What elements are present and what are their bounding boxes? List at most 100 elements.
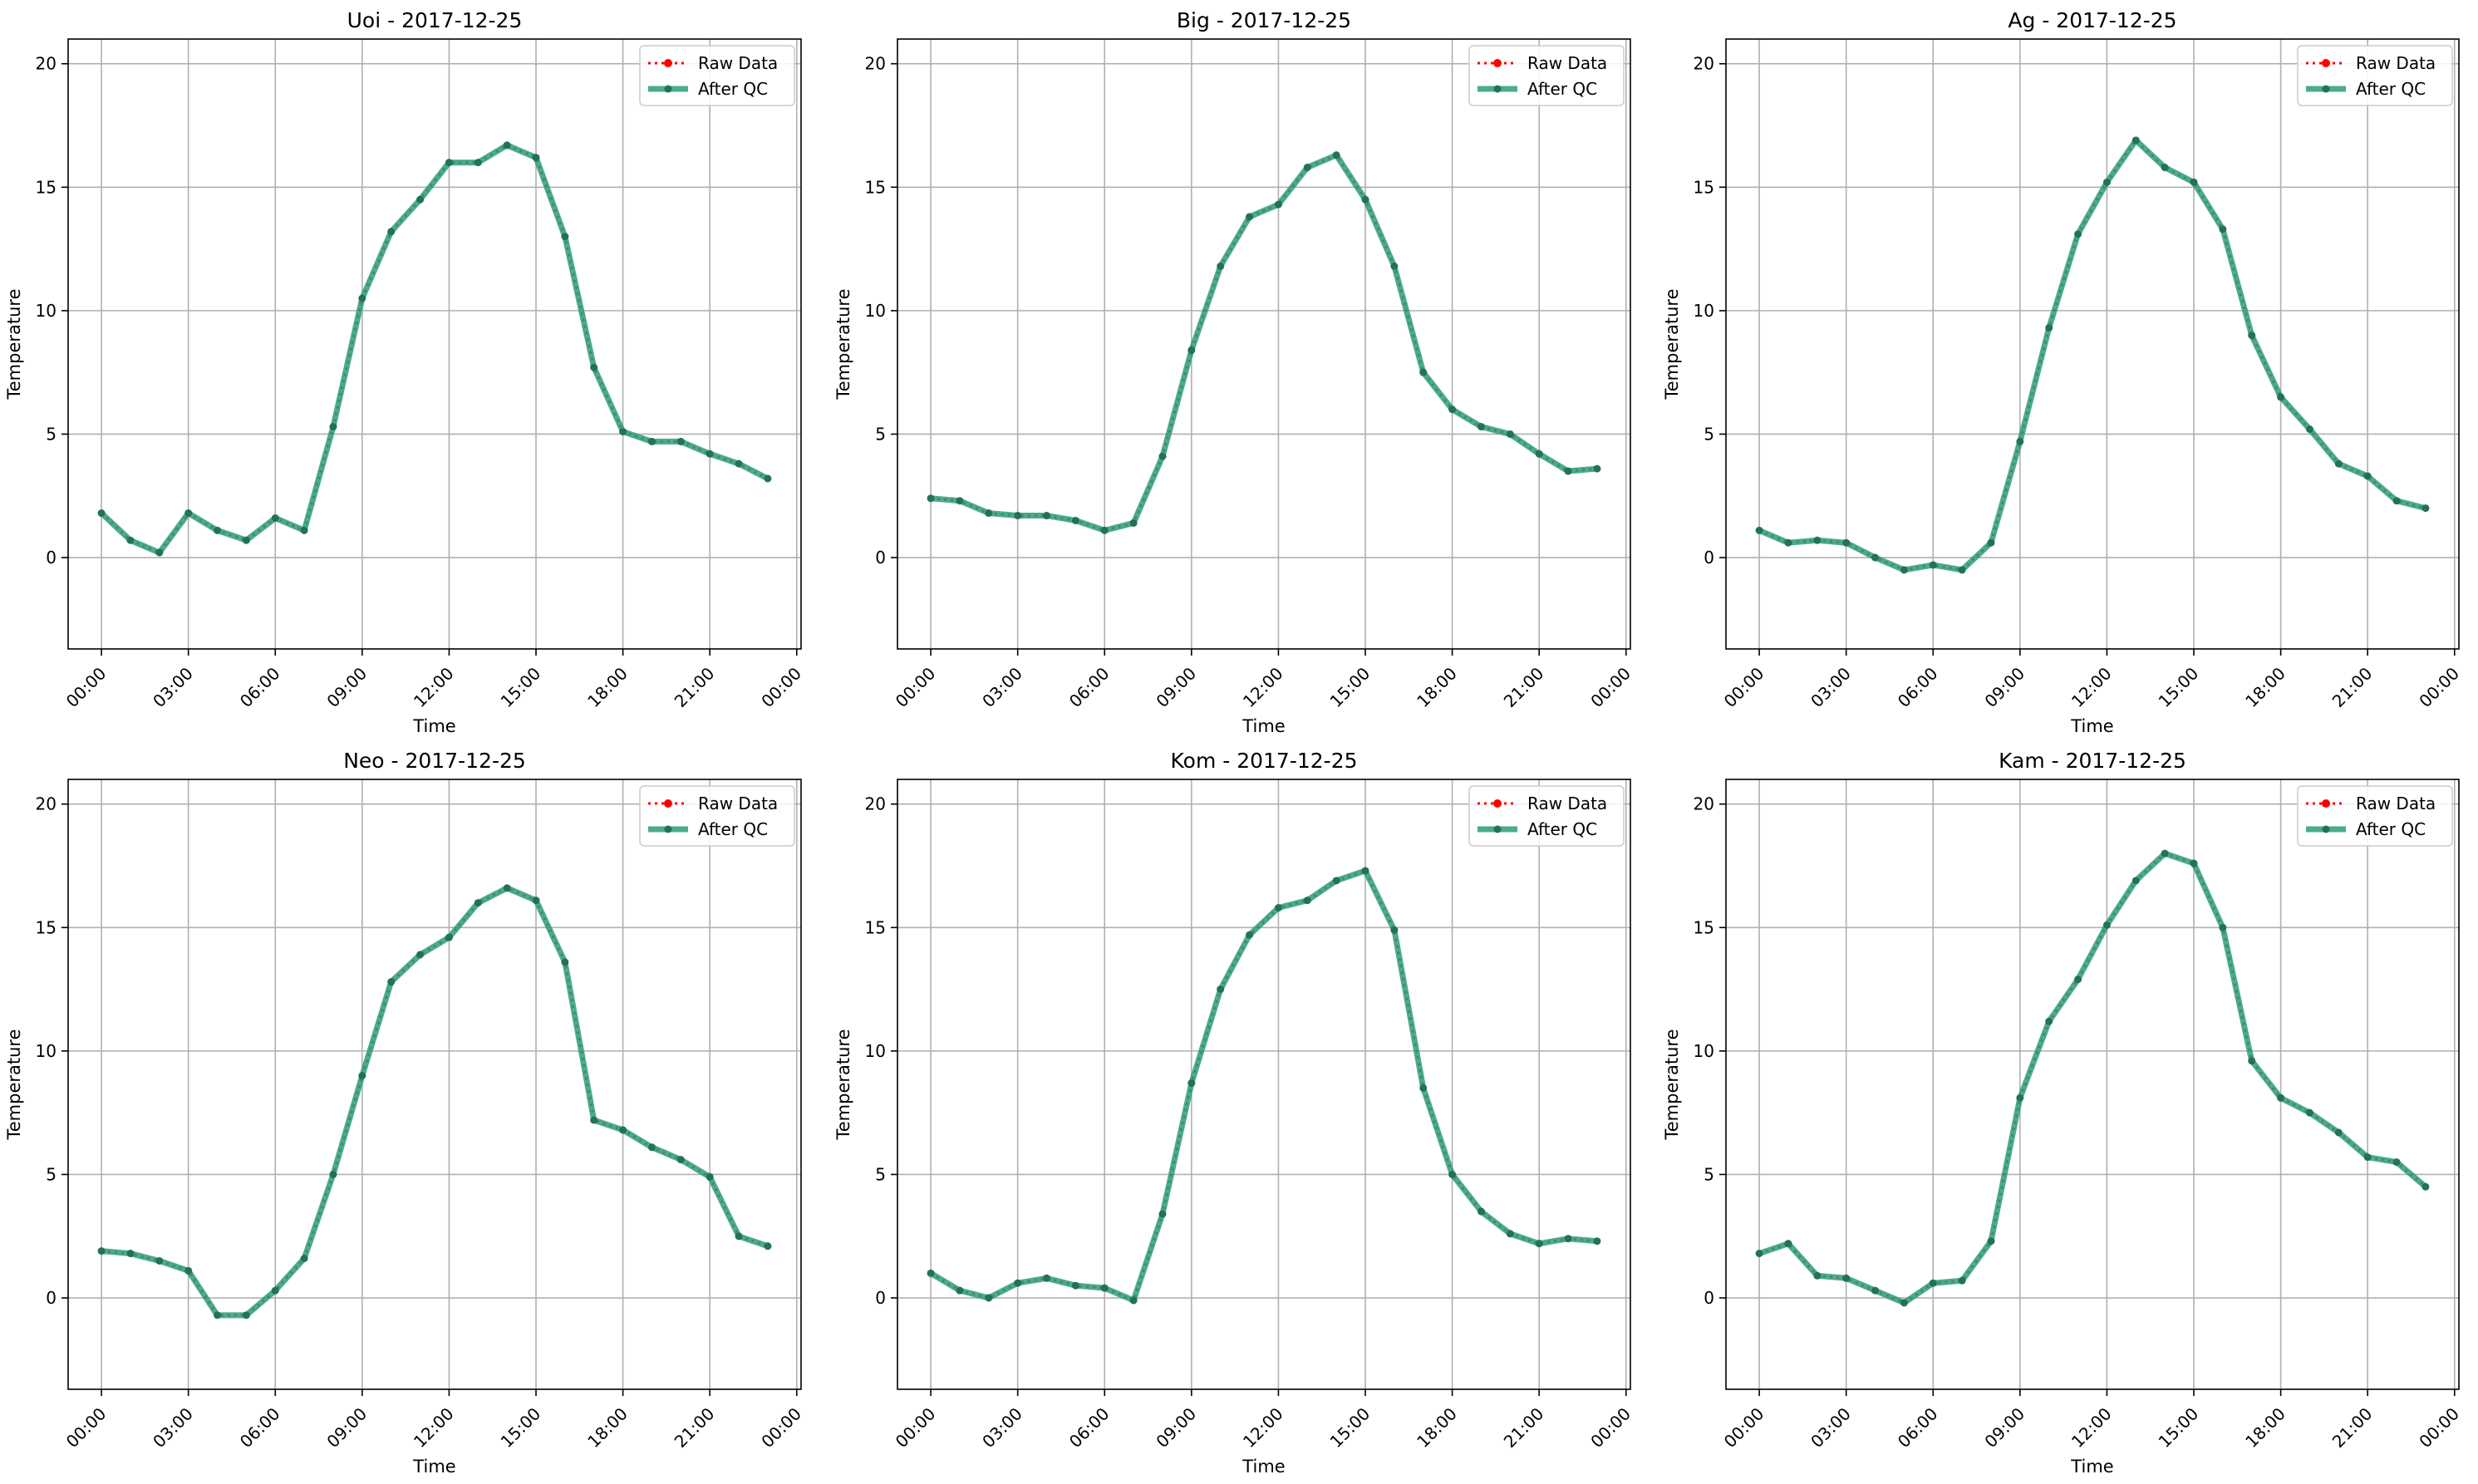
y-tick-label: 15 [36,177,57,197]
legend: Raw Data After QC [2297,45,2453,106]
after-qc-point [2363,1153,2372,1162]
x-tick-label: 06:00 [236,663,284,711]
axes-frame [1725,38,2460,650]
x-tick-label: 21:00 [2328,663,2377,711]
x-axis-label: Time [2070,716,2113,736]
x-tick-label: 06:00 [1894,663,1942,711]
x-tick-label: 15:00 [497,1403,545,1452]
after-qc-point [387,228,396,236]
after-qc-point [2248,1057,2256,1065]
after-qc-point [184,1266,193,1275]
after-qc-point [1477,1207,1485,1216]
after-qc-point [1100,526,1109,534]
after-qc-point [1535,450,1543,458]
after-qc-point [1564,1235,1572,1243]
after-qc-point [2277,1093,2285,1102]
after-qc-point [561,233,569,241]
legend-qc-marker [1493,825,1502,833]
after-qc-point [1129,518,1138,527]
axes-frame [1725,779,2460,1390]
after-qc-line [930,152,1598,533]
y-tick-label: 15 [865,177,886,197]
chart-title: Big - 2017-12-25 [1177,8,1351,32]
after-qc-point [1784,538,1792,547]
x-tick-label: 18:00 [1413,1403,1461,1452]
after-qc-point [735,459,743,468]
x-tick-label: 00:00 [1586,663,1635,711]
legend-qc-marker [2322,825,2330,833]
legend-raw-label: Raw Data [1527,53,1607,73]
axes-frame [897,38,1631,650]
after-qc-point [242,1311,250,1319]
y-tick-label: 10 [865,301,886,321]
y-tick-label: 10 [36,1041,57,1061]
x-axis-label: Time [412,1457,455,1477]
after-qc-point [1871,1286,1880,1295]
after-qc-point [2102,178,2111,186]
x-tick-label: 09:00 [1152,663,1200,711]
after-qc-point [735,1232,743,1241]
after-qc-point [97,509,106,518]
y-tick-label: 15 [1694,177,1714,197]
legend-qc-label: After QC [2356,819,2426,839]
x-tick-label: 15:00 [1326,663,1374,711]
x-tick-label: 12:00 [2067,663,2116,711]
x-tick-label: 09:00 [322,1403,371,1452]
legend-qc-label: After QC [1527,79,1597,99]
y-tick-label: 20 [36,54,57,74]
y-tick-label: 5 [46,424,57,444]
x-tick-label: 12:00 [1239,663,1287,711]
after-qc-point [1071,1281,1079,1290]
series-group [97,141,772,557]
y-tick-label: 0 [875,1288,886,1308]
after-qc-point [676,1156,685,1164]
after-qc-point [764,474,772,483]
x-tick-label: 03:00 [149,663,197,711]
x-tick-label: 09:00 [1980,663,2028,711]
series-group [1755,136,2430,574]
after-qc-point [358,1072,366,1080]
x-tick-label: 00:00 [2415,1403,2463,1452]
x-tick-label: 15:00 [2155,1403,2203,1452]
after-qc-point [271,514,279,523]
y-tick-label: 10 [1694,1041,1714,1061]
after-qc-point [532,154,540,162]
after-qc-point [1929,561,1937,569]
after-qc-point [1506,1230,1514,1238]
x-tick-label: 15:00 [497,663,545,711]
after-qc-line [929,867,1598,1304]
after-qc-point [184,509,193,518]
x-axis-label: Time [1241,716,1285,736]
raw-data-line [930,869,1598,1303]
y-axis-label: Temperature [1662,288,1682,400]
after-qc-point [2305,425,2313,434]
after-qc-point [1535,1240,1543,1248]
y-tick-label: 5 [1704,424,1714,444]
after-qc-point [387,978,396,986]
after-qc-point [445,159,453,167]
legend-qc-label: After QC [1527,819,1597,839]
after-qc-point [2016,1093,2024,1102]
y-tick-label: 5 [1704,1164,1714,1184]
after-qc-point [1506,430,1514,438]
after-qc-point [1419,1084,1428,1092]
legend: Raw Data After QC [1468,785,1625,847]
after-qc-line [1758,137,2426,573]
after-qc-point [214,1311,222,1319]
after-qc-point [1303,164,1311,172]
x-tick-label: 00:00 [757,663,805,711]
after-qc-point [590,1116,598,1124]
after-qc-point [1784,1240,1792,1248]
after-qc-point [1593,1237,1601,1246]
legend-raw-marker [1493,799,1502,808]
x-axis-label: Time [1241,1457,1285,1477]
y-axis-label: Temperature [833,1029,853,1140]
after-qc-line [1758,850,2428,1306]
after-qc-point [1871,553,1880,562]
x-tick-label: 21:00 [1500,1403,1548,1452]
x-tick-label: 21:00 [671,663,719,711]
legend: Raw Data After QC [2297,785,2453,847]
y-tick-label: 15 [1694,917,1714,937]
y-tick-label: 20 [865,794,886,814]
